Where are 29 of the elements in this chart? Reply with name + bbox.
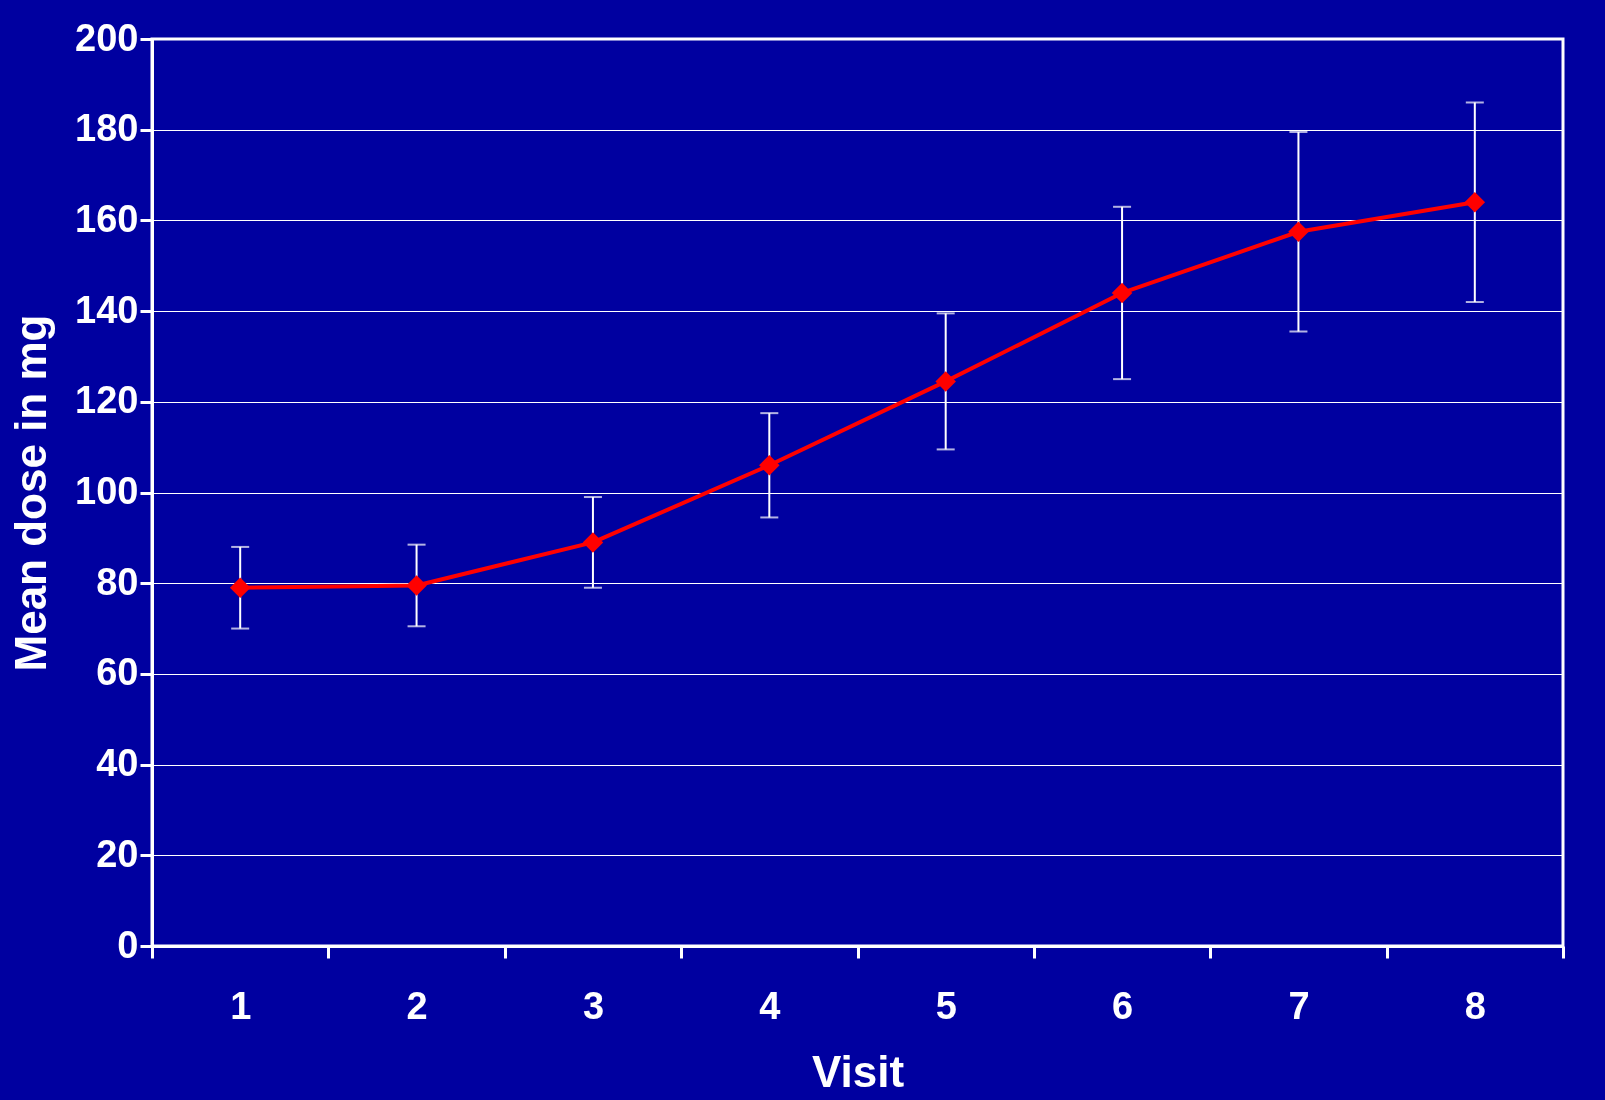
point bbox=[1288, 221, 1309, 242]
y-tick-label: 80 bbox=[96, 560, 139, 603]
y-tick-label: 100 bbox=[75, 470, 139, 512]
y-tick-label: 160 bbox=[75, 197, 139, 240]
y-tick-label: 20 bbox=[96, 832, 139, 875]
point bbox=[1111, 282, 1133, 304]
x-tick-label: 5 bbox=[935, 984, 957, 1027]
y-tick-label: 140 bbox=[75, 288, 139, 331]
x-tick-label: 8 bbox=[1464, 984, 1486, 1027]
y-tick-label: 0 bbox=[117, 923, 139, 966]
y-tick-label: 120 bbox=[75, 379, 139, 422]
y-tick-label: 60 bbox=[96, 651, 139, 694]
point bbox=[229, 577, 251, 598]
point bbox=[935, 371, 956, 392]
y-tick-label: 40 bbox=[96, 742, 139, 785]
x-tick-label: 7 bbox=[1288, 984, 1310, 1027]
x-tick-label: 6 bbox=[1111, 984, 1134, 1027]
point bbox=[1464, 192, 1486, 213]
y-axis-title: Mean dose in mg bbox=[6, 314, 56, 672]
x-tick-label: 3 bbox=[582, 984, 605, 1027]
y-tick-label: 180 bbox=[75, 107, 139, 150]
x-tick-label: 1 bbox=[230, 984, 252, 1027]
point bbox=[406, 575, 427, 596]
x-tick-label: 2 bbox=[406, 984, 428, 1027]
point bbox=[582, 532, 604, 553]
y-tick-label: 200 bbox=[75, 16, 139, 59]
point bbox=[759, 455, 780, 476]
x-tick-label: 4 bbox=[759, 984, 781, 1027]
x-axis-title: Visit bbox=[811, 1046, 905, 1096]
